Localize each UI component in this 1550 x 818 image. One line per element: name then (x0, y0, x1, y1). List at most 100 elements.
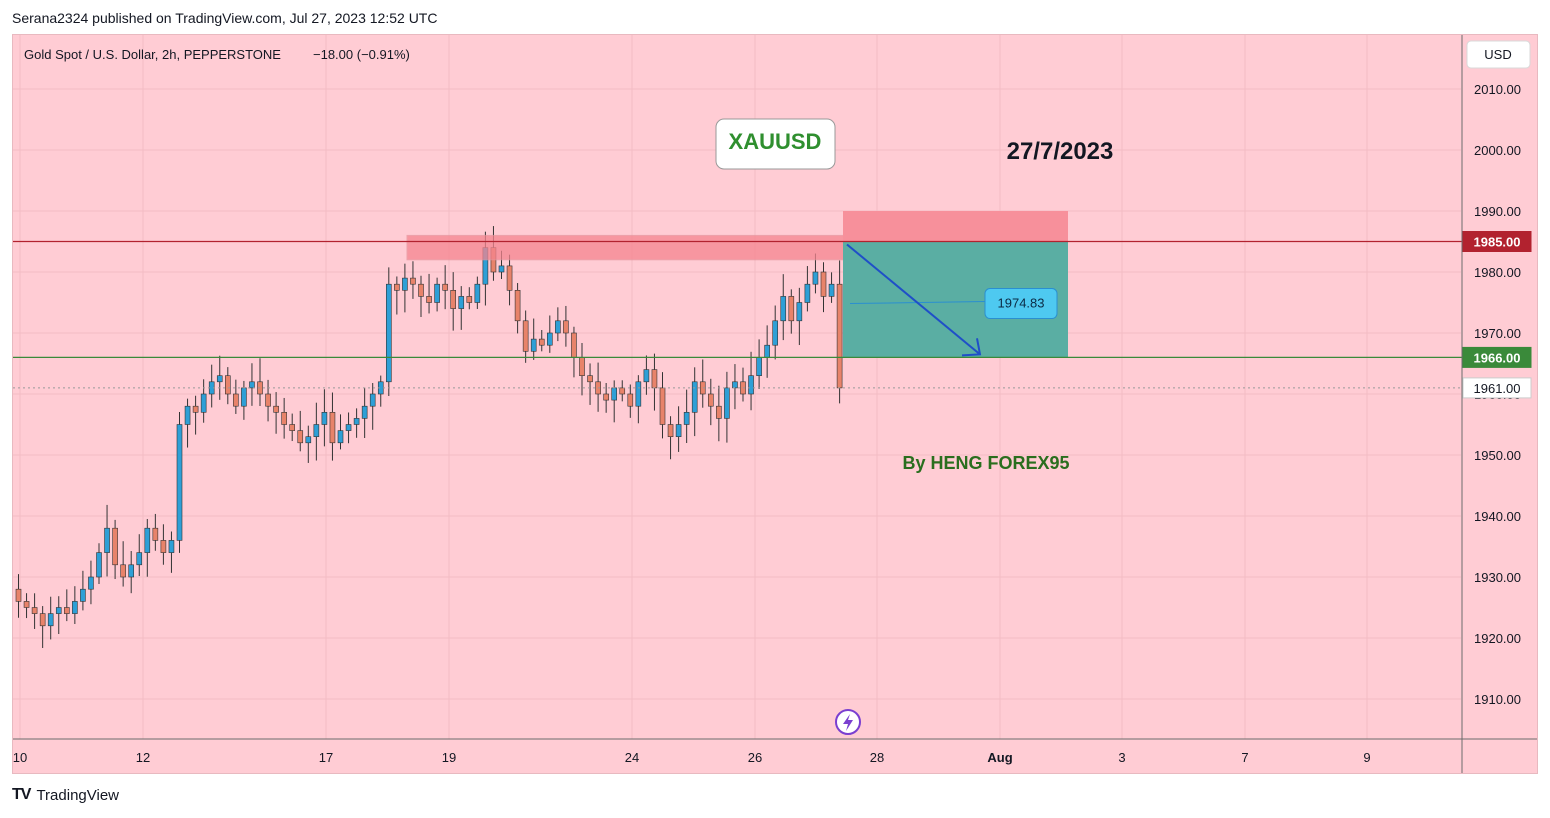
candle-body (498, 265, 505, 273)
candle-body (402, 277, 408, 291)
candle-body (579, 357, 585, 376)
candle-body (385, 283, 392, 383)
y-tick-label: 2000.00 (1474, 143, 1521, 158)
candle-body (418, 283, 424, 297)
x-tick-label: 28 (870, 750, 884, 765)
candle-body (329, 411, 336, 444)
candle-body (563, 320, 569, 334)
candle-body (611, 387, 618, 401)
candle-body (361, 405, 368, 419)
candle-body (716, 405, 722, 419)
candle-body (828, 283, 835, 297)
x-tick-label: 12 (136, 750, 150, 765)
candle-body (216, 375, 223, 383)
candle-body (39, 613, 46, 627)
candle-body (659, 387, 666, 425)
symbol-info: Gold Spot / U.S. Dollar, 2h, PEPPERSTONE (24, 47, 281, 62)
candle-body (273, 405, 279, 413)
candle-body (442, 283, 448, 291)
candle-body (297, 430, 304, 444)
candle-body (72, 601, 78, 614)
candle-body (394, 283, 400, 291)
candle-body (707, 393, 714, 407)
x-tick-label: 17 (319, 750, 333, 765)
axes: 2010.002000.001990.001980.001970.001960.… (13, 35, 1537, 773)
candle-body (530, 338, 537, 352)
y-tick-label: 1920.00 (1474, 631, 1521, 646)
candle-body (506, 265, 513, 291)
candle-body (651, 369, 658, 389)
y-tick-label: 1970.00 (1474, 326, 1521, 341)
x-tick-label: 19 (442, 750, 456, 765)
candle-body (15, 588, 22, 602)
candle-body (96, 552, 102, 578)
grid (13, 35, 1461, 739)
candle-body (836, 283, 843, 389)
x-tick-label: 7 (1241, 750, 1248, 765)
support-price-badge (1462, 346, 1532, 368)
candle-body (514, 289, 521, 322)
down-arrow-head (961, 338, 982, 357)
candle-body (426, 296, 432, 303)
price-change: −18.00 (−0.91%) (313, 47, 410, 62)
date-annotation: 27/7/2023 (1007, 138, 1114, 165)
y-tick-label: 1990.00 (1474, 204, 1521, 219)
brand-label: TradingView (36, 786, 119, 804)
candle-body (691, 381, 698, 413)
candle-body (265, 393, 271, 407)
candle-body (812, 271, 819, 285)
candle-body (780, 296, 787, 322)
x-tick-label: 3 (1118, 750, 1125, 765)
candle-body (128, 564, 134, 578)
candle-body (571, 332, 577, 358)
candle-body (796, 302, 803, 322)
candle-body (337, 430, 344, 444)
candle-body (64, 607, 70, 614)
x-tick-label: 9 (1363, 750, 1370, 765)
last-price-text: 1961.00 (1474, 381, 1521, 396)
candle-body (410, 277, 416, 285)
y-tick-label: 2010.00 (1474, 82, 1521, 97)
symbol-box-text: XAUUSD (729, 129, 822, 154)
candle-body (699, 381, 706, 395)
candle-body (305, 436, 312, 444)
candle-body (184, 405, 191, 425)
candle-body (683, 411, 690, 425)
candle-body (619, 387, 626, 395)
y-tick-label: 1930.00 (1474, 570, 1521, 585)
candle-body (120, 564, 126, 578)
candle-body (538, 338, 545, 346)
resistance-zone (406, 234, 848, 261)
candle-body (546, 332, 553, 346)
candle-body (369, 393, 376, 407)
support-price-text: 1966.00 (1474, 350, 1521, 365)
y-tick-label: 1950.00 (1474, 448, 1521, 463)
tradingview-brand[interactable]: TV TradingView (12, 786, 119, 804)
candle-body (474, 283, 481, 303)
y-tick-label: 1910.00 (1474, 692, 1521, 707)
candle-body (31, 607, 38, 614)
resistance-price-text: 1985.00 (1474, 235, 1521, 250)
candle-body (635, 381, 642, 407)
candle-body (643, 369, 650, 383)
candle-body (233, 393, 239, 407)
candle-body (88, 576, 94, 590)
candle-body (289, 424, 296, 431)
last-price-badge (1462, 377, 1532, 399)
candle-body (820, 271, 827, 297)
candle-body (144, 527, 151, 553)
candle-body (241, 387, 247, 407)
candle-body (756, 357, 762, 376)
x-tick-label: 10 (13, 750, 27, 765)
overlays: 1974.83 (13, 211, 1462, 389)
candle-body (112, 527, 118, 566)
candle-body (168, 540, 175, 553)
stop-loss-box (843, 211, 1068, 242)
candle-body (313, 424, 320, 437)
candle-body (80, 588, 86, 602)
currency-button[interactable] (1466, 40, 1531, 69)
candle-body (667, 424, 674, 437)
lightning-icon-glyph (843, 714, 853, 731)
candle-body (136, 552, 143, 566)
